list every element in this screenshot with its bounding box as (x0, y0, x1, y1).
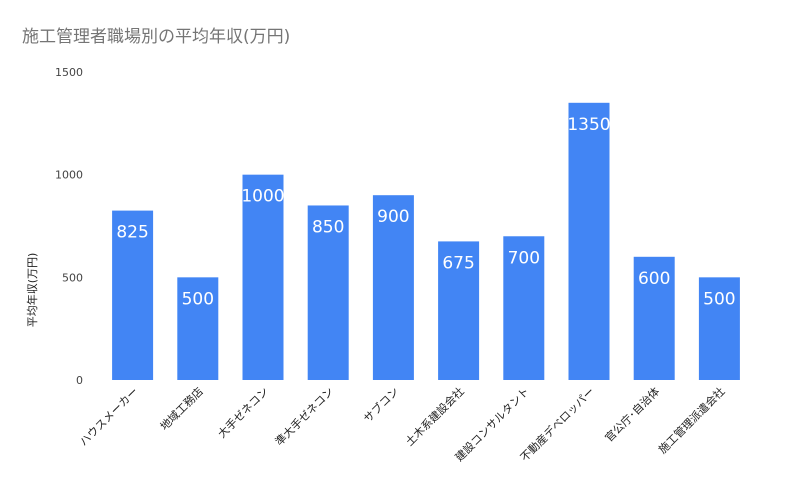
x-tick-label: 土木系建設会社 (402, 384, 466, 448)
y-tick-label: 1500 (55, 66, 83, 79)
data-label: 1350 (567, 115, 610, 135)
bar (503, 236, 545, 380)
x-tick-label: 施工管理派遣会社 (655, 384, 727, 456)
x-axis-ticks: ハウスメーカー 地域工務店 大手ゼネコン 準大手ゼネコン サブコン 土木系建設会社建設コン… (77, 384, 727, 464)
y-tick-label: 0 (76, 374, 83, 387)
bar (438, 241, 480, 380)
y-axis-label: 平均年収(万円) (25, 253, 39, 328)
bar (698, 277, 740, 380)
bar (372, 195, 414, 380)
y-tick-label: 500 (62, 271, 83, 284)
data-label: 825 (116, 223, 148, 243)
bar (242, 174, 284, 380)
y-axis-ticks: 0 500 1000 1500 (55, 66, 83, 387)
data-label: 500 (182, 289, 214, 309)
x-tick-label: サブコン (361, 384, 402, 425)
x-tick-label: 官公庁･自治体 (602, 384, 662, 444)
x-tick-label: 大手ゼネコン (215, 384, 271, 440)
chart-title: 施工管理者職場別の平均年収(万円) (22, 27, 290, 47)
data-label: 700 (508, 248, 540, 268)
data-label: 850 (312, 217, 344, 237)
bars (112, 102, 740, 381)
data-label: 675 (442, 253, 474, 273)
data-label: 900 (377, 207, 409, 227)
x-tick-label: 地域工務店 (157, 384, 206, 433)
bar (177, 277, 219, 380)
bar (307, 205, 349, 380)
bar (112, 210, 154, 380)
data-label: 1000 (241, 187, 284, 207)
data-label: 600 (638, 269, 670, 289)
x-tick-label: ハウスメーカー (77, 385, 141, 449)
x-tick-label: 準大手ゼネコン (272, 384, 336, 448)
bar (633, 256, 675, 380)
y-tick-label: 1000 (55, 169, 83, 182)
data-label: 500 (703, 289, 735, 309)
bar (568, 102, 610, 381)
data-labels: 825 500 1000 850 900 675 700 1350 600 500 (116, 115, 735, 310)
